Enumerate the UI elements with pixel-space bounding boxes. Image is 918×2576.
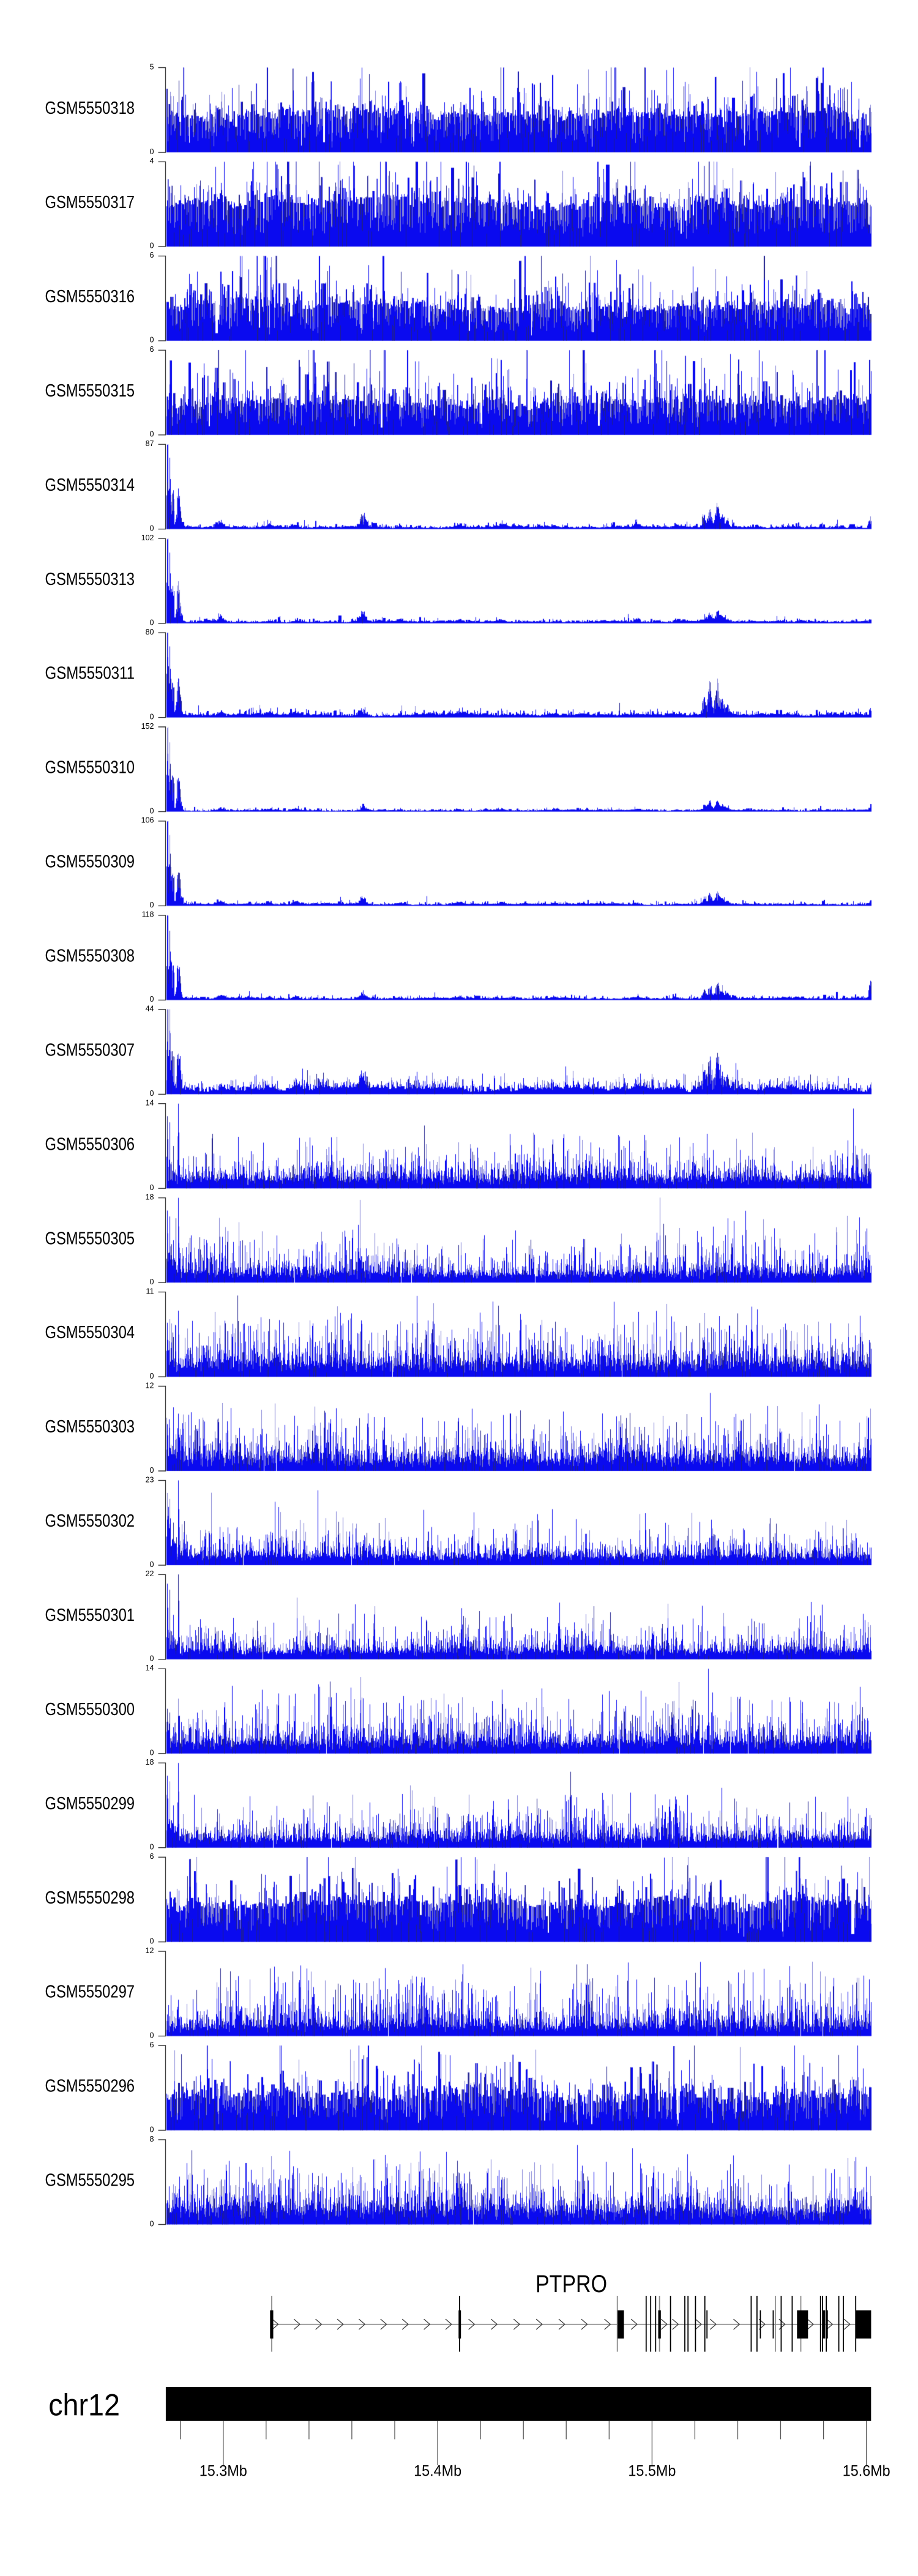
svg-text:GSM5550317: GSM5550317 [45,193,135,212]
svg-text:GSM5550311: GSM5550311 [45,664,135,683]
svg-text:102: 102 [141,534,154,542]
svg-text:GSM5550304: GSM5550304 [45,1323,135,1342]
svg-text:80: 80 [146,628,154,636]
svg-text:18: 18 [146,1193,154,1202]
svg-text:6: 6 [150,251,154,259]
svg-text:106: 106 [141,816,154,825]
svg-text:GSM5550318: GSM5550318 [45,99,135,118]
svg-text:0: 0 [150,524,154,533]
svg-text:GSM5550313: GSM5550313 [45,570,135,589]
svg-text:0: 0 [150,1655,154,1663]
svg-text:GSM5550309: GSM5550309 [45,852,135,872]
svg-text:PTPRO: PTPRO [536,2271,607,2298]
svg-text:0: 0 [150,1183,154,1192]
svg-text:0: 0 [150,242,154,250]
svg-text:6: 6 [150,345,154,354]
svg-text:GSM5550298: GSM5550298 [45,1888,135,1908]
svg-text:0: 0 [150,619,154,627]
svg-text:GSM5550316: GSM5550316 [45,287,135,307]
svg-text:GSM5550314: GSM5550314 [45,475,135,495]
svg-text:GSM5550305: GSM5550305 [45,1229,135,1248]
svg-text:GSM5550299: GSM5550299 [45,1794,135,1814]
svg-text:6: 6 [150,2041,154,2049]
svg-text:12: 12 [146,1381,154,1390]
svg-text:14: 14 [146,1664,154,1672]
svg-text:0: 0 [150,806,154,815]
svg-text:0: 0 [150,1372,154,1380]
svg-text:15.5Mb: 15.5Mb [628,2463,676,2480]
svg-text:0: 0 [150,1466,154,1475]
svg-text:0: 0 [150,1937,154,1946]
svg-text:0: 0 [150,712,154,721]
svg-text:18: 18 [146,1758,154,1766]
svg-text:15.3Mb: 15.3Mb [200,2463,247,2480]
svg-text:5: 5 [150,62,154,71]
svg-text:chr12: chr12 [48,2388,120,2422]
svg-text:15.4Mb: 15.4Mb [414,2463,461,2480]
svg-text:GSM5550300: GSM5550300 [45,1700,135,1719]
svg-text:15.6Mb: 15.6Mb [843,2463,890,2480]
svg-text:152: 152 [141,722,154,731]
svg-text:GSM5550302: GSM5550302 [45,1511,135,1531]
svg-text:GSM5550301: GSM5550301 [45,1606,135,1625]
svg-text:87: 87 [146,439,154,448]
svg-text:11: 11 [146,1287,154,1295]
svg-text:0: 0 [150,901,154,909]
svg-text:GSM5550295: GSM5550295 [45,2171,135,2191]
svg-text:118: 118 [142,910,154,919]
svg-text:6: 6 [150,1852,154,1861]
svg-text:GSM5550315: GSM5550315 [45,381,135,401]
svg-text:0: 0 [150,336,154,344]
svg-text:14: 14 [146,1099,154,1107]
svg-text:0: 0 [150,147,154,156]
svg-text:0: 0 [150,1560,154,1569]
svg-text:0: 0 [150,995,154,1003]
svg-text:0: 0 [150,430,154,439]
svg-text:GSM5550303: GSM5550303 [45,1417,135,1437]
svg-text:GSM5550310: GSM5550310 [45,758,135,778]
svg-text:0: 0 [150,2031,154,2039]
svg-text:0: 0 [150,1843,154,1852]
svg-text:GSM5550307: GSM5550307 [45,1040,135,1060]
svg-text:0: 0 [150,1278,154,1286]
svg-text:0: 0 [150,2219,154,2228]
svg-text:12: 12 [146,1946,154,1955]
svg-text:4: 4 [150,157,154,165]
svg-text:22: 22 [146,1569,154,1578]
svg-text:0: 0 [150,1089,154,1098]
svg-text:44: 44 [146,1005,154,1013]
svg-text:0: 0 [150,1749,154,1757]
svg-text:GSM5550297: GSM5550297 [45,1982,135,2002]
svg-text:8: 8 [150,2135,154,2143]
svg-text:0: 0 [150,2125,154,2134]
svg-text:GSM5550308: GSM5550308 [45,947,135,966]
svg-text:GSM5550296: GSM5550296 [45,2077,135,2096]
svg-text:23: 23 [146,1475,154,1484]
svg-text:GSM5550306: GSM5550306 [45,1134,135,1154]
